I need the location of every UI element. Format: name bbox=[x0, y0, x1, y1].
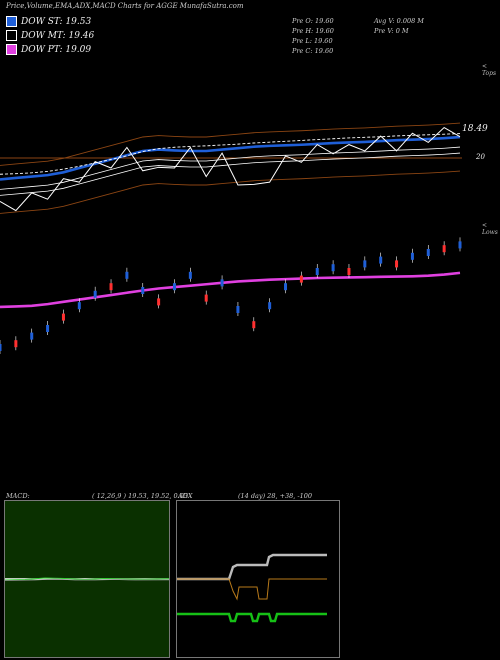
ohlc-low: Pre L: 19.60 bbox=[292, 37, 333, 45]
macd-histogram bbox=[5, 578, 169, 581]
candle-body bbox=[252, 321, 256, 329]
tops-label: < Tops bbox=[482, 63, 497, 77]
candle-body bbox=[315, 268, 319, 275]
candle-body bbox=[363, 260, 367, 268]
candle-body bbox=[204, 294, 208, 302]
candle-body bbox=[0, 344, 2, 351]
dow-st-line bbox=[0, 135, 461, 181]
price-chart bbox=[0, 122, 462, 354]
macd-title: MACD: bbox=[6, 492, 30, 500]
level-label: 20 bbox=[476, 153, 485, 161]
adx-plus-di bbox=[177, 612, 327, 623]
adx-plot bbox=[177, 553, 327, 623]
close-price-line bbox=[0, 126, 461, 212]
macd-line bbox=[5, 577, 169, 581]
candle-body bbox=[284, 283, 288, 291]
lower-band-line bbox=[0, 170, 461, 214]
candle-body bbox=[77, 302, 81, 310]
dow-mt-line bbox=[0, 133, 461, 175]
candle-body bbox=[61, 313, 65, 321]
legend-swatch-st bbox=[6, 16, 17, 27]
ohlc-close: Pre C: 19.60 bbox=[292, 47, 334, 55]
prev-volume: Pre V: 0 M bbox=[374, 27, 409, 35]
candle-body bbox=[172, 283, 176, 291]
candle-body bbox=[331, 264, 335, 272]
mt-band-lower-line bbox=[0, 152, 461, 196]
adx-line bbox=[177, 553, 327, 581]
candle-body bbox=[157, 298, 161, 306]
candle-body bbox=[379, 256, 383, 264]
candle-body bbox=[426, 249, 430, 256]
legend-label-st: DOW ST: 19.53 bbox=[21, 16, 92, 27]
last-price-label: 18.49 bbox=[462, 124, 488, 134]
candle-body bbox=[458, 241, 462, 249]
adx-params: (14 day) 28, +38, -100 bbox=[238, 492, 313, 500]
ohlc-high: Pre H: 19.60 bbox=[292, 27, 334, 35]
adx-panel bbox=[176, 500, 340, 658]
dow-pt-line bbox=[0, 271, 461, 309]
candle-body bbox=[236, 306, 240, 313]
legend-label-pt: DOW PT: 19.09 bbox=[21, 44, 92, 55]
legend-dow-st: DOW ST: 19.53 bbox=[6, 16, 91, 27]
candle-body bbox=[268, 302, 272, 310]
macd-plot bbox=[5, 577, 169, 581]
macd-panel bbox=[4, 500, 170, 658]
adx-minus-di bbox=[177, 578, 327, 601]
chart-title: Price,Volume,EMA,ADX,MACD Charts for AGG… bbox=[6, 2, 244, 10]
candle-body bbox=[141, 287, 145, 294]
candle-body bbox=[93, 290, 97, 298]
candle-body bbox=[188, 271, 192, 279]
candle-body bbox=[299, 275, 303, 283]
candle-body bbox=[14, 340, 18, 348]
candle-body bbox=[46, 325, 50, 332]
candle-body bbox=[410, 252, 414, 260]
macd-params: ( 12,26,9 ) 19.53, 19.52, 0.03 bbox=[92, 492, 189, 500]
lows-label: < Lows bbox=[482, 222, 498, 236]
candle-body bbox=[395, 260, 399, 268]
adx-title: ADX bbox=[178, 492, 193, 500]
ohlc-open: Pre O: 19.60 bbox=[292, 17, 334, 25]
candle-body bbox=[125, 271, 129, 279]
legend-dow-pt: DOW PT: 19.09 bbox=[6, 44, 91, 55]
mt-band-upper-line bbox=[0, 146, 461, 190]
candle-body bbox=[109, 283, 113, 291]
legend-swatch-mt bbox=[6, 30, 17, 41]
candle-body bbox=[220, 279, 224, 287]
legend-swatch-pt bbox=[6, 44, 17, 55]
avg-volume: Avg V: 0.008 M bbox=[374, 17, 424, 25]
upper-band-line bbox=[0, 122, 461, 166]
candle-body bbox=[347, 268, 351, 275]
legend-label-mt: DOW MT: 19.46 bbox=[21, 30, 95, 41]
legend-dow-mt: DOW MT: 19.46 bbox=[6, 30, 94, 41]
candle-body bbox=[30, 332, 34, 340]
candle-body bbox=[442, 245, 446, 253]
